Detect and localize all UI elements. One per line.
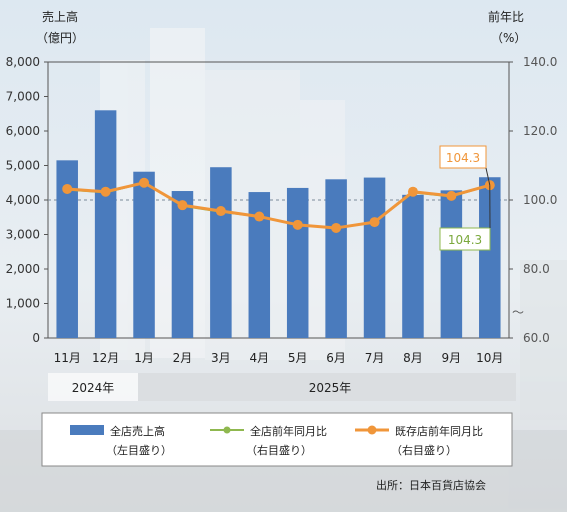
month-label: 2月 xyxy=(173,351,193,365)
right-tick-label: 140.0 xyxy=(523,55,557,69)
left-tick-label: 3,000 xyxy=(6,228,40,242)
legend-sublabel: （左目盛り） xyxy=(106,443,172,457)
right-axis-ticks: 60.0 80.0 100.0 120.0 140.0 〜 xyxy=(509,55,557,345)
axis-break-mark: 〜 xyxy=(512,305,524,319)
x-axis-labels: 11月 12月 1月 2月 3月 4月 5月 6月 7月 8月 9月 10月 xyxy=(54,351,504,365)
callout-box-orange xyxy=(439,145,487,169)
legend-sublabel: （右目盛り） xyxy=(391,443,457,457)
left-axis-title: 売上高 xyxy=(42,9,78,24)
bar xyxy=(210,167,232,338)
month-label: 11月 xyxy=(54,351,81,365)
left-tick-label: 5,000 xyxy=(6,159,40,173)
month-label: 6月 xyxy=(326,351,346,365)
series-point xyxy=(407,186,418,197)
legend-swatch-point xyxy=(223,426,231,434)
background-photo xyxy=(0,28,567,512)
left-axis-unit: （億円） xyxy=(36,31,84,45)
bar-series xyxy=(56,110,501,338)
month-label: 1月 xyxy=(134,351,154,365)
bar xyxy=(479,177,501,338)
left-tick-label: 6,000 xyxy=(6,124,40,138)
series-line xyxy=(67,181,491,230)
year-groups: 2024年 2025年 xyxy=(48,373,516,401)
right-axis-unit: （%） xyxy=(491,31,526,45)
left-tick-label: 1,000 xyxy=(6,297,40,311)
left-tick-label: 2,000 xyxy=(6,262,40,276)
bar xyxy=(402,194,424,338)
year-label: 2024年 xyxy=(72,381,115,395)
series-point xyxy=(446,190,457,201)
bar xyxy=(363,177,386,338)
right-tick-label: 120.0 xyxy=(523,124,557,138)
series-point xyxy=(331,222,342,233)
bar xyxy=(286,187,309,338)
legend-sublabel: （右目盛り） xyxy=(246,443,312,457)
left-tick-label: 8,000 xyxy=(6,55,40,69)
right-tick-label: 60.0 xyxy=(523,331,550,345)
callout-label-green: 104.3 xyxy=(448,233,482,247)
series-point xyxy=(254,211,265,222)
left-tick-label: 7,000 xyxy=(6,90,40,104)
bar xyxy=(248,192,271,338)
legend-label: 既存店前年同月比 xyxy=(395,424,483,438)
legend-label: 全店前年同月比 xyxy=(250,424,327,438)
callout-leader-orange xyxy=(485,167,491,186)
bar xyxy=(440,190,463,338)
bar xyxy=(94,110,117,338)
legend-label: 全店売上高 xyxy=(110,424,165,438)
series-point xyxy=(215,206,226,217)
callout-box-green xyxy=(439,227,491,251)
annotations: 104.3 104.3 xyxy=(439,145,491,251)
month-label: 9月 xyxy=(442,351,462,365)
callout-label-orange: 104.3 xyxy=(446,151,480,165)
left-tick-label: 0 xyxy=(32,331,40,345)
legend-box xyxy=(41,412,513,467)
bar xyxy=(56,160,78,338)
series-point xyxy=(100,186,111,197)
source-note: 出所：日本百貨店協会 xyxy=(376,478,486,492)
left-tick-label: 4,000 xyxy=(6,193,40,207)
right-tick-label: 100.0 xyxy=(523,193,557,207)
month-label: 8月 xyxy=(403,351,423,365)
bar xyxy=(171,191,194,338)
month-label: 4月 xyxy=(249,351,269,365)
right-tick-label: 80.0 xyxy=(523,262,550,276)
series-point xyxy=(62,183,73,194)
month-label: 7月 xyxy=(365,351,385,365)
month-label: 3月 xyxy=(211,351,231,365)
right-axis-title: 前年比 xyxy=(488,9,524,24)
bar xyxy=(325,179,347,338)
series-point xyxy=(177,200,188,211)
plot-area xyxy=(47,61,510,339)
series-point xyxy=(139,177,150,188)
left-axis-ticks: 0 1,000 2,000 3,000 4,000 5,000 6,000 7,000 8,00… xyxy=(6,55,48,345)
legend-swatch-point xyxy=(367,425,377,435)
year-band-2024 xyxy=(48,373,138,401)
bar xyxy=(133,171,155,338)
legend-swatch-bar xyxy=(70,425,104,435)
month-label: 10月 xyxy=(476,351,503,365)
month-label: 5月 xyxy=(288,351,308,365)
year-band-2025 xyxy=(138,373,516,401)
month-label: 12月 xyxy=(92,351,119,365)
year-label: 2025年 xyxy=(309,381,352,395)
legend: 全店売上高 （左目盛り） 全店前年同月比 （右目盛り） 既存店前年同月比 （右目盛り） xyxy=(41,412,513,467)
series-point xyxy=(292,219,303,230)
series-point xyxy=(369,217,380,228)
